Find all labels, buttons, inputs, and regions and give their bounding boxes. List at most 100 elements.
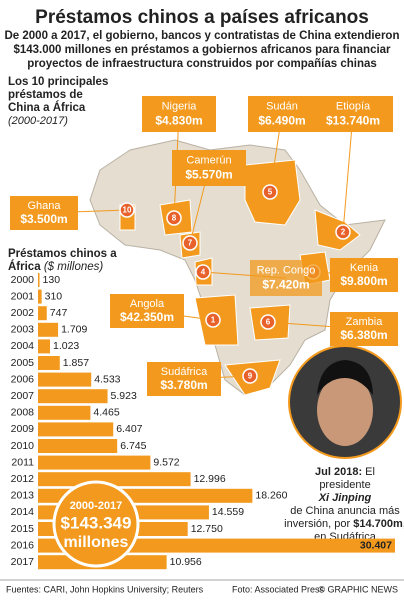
total-bubble (52, 480, 140, 568)
y-tick-label: 2010 (11, 440, 35, 452)
caption-date: Jul 2018: (315, 466, 362, 478)
title: Préstamos chinos a países africanos (35, 7, 369, 28)
bar (38, 422, 114, 437)
country-value: $4.830m (155, 113, 202, 127)
caption-text: , (403, 518, 404, 530)
country-value: $3.780m (160, 378, 207, 392)
y-tick-label: 2014 (11, 506, 35, 518)
country-name: Etiopía (336, 101, 371, 113)
rank-marker (166, 210, 182, 226)
photo-caption: Xi Jinping (318, 492, 372, 504)
value-label: 1.857 (63, 357, 89, 369)
bar (38, 273, 40, 287)
bar (38, 339, 51, 354)
value-label: 130 (43, 274, 61, 286)
value-label: 4.533 (94, 373, 120, 385)
y-tick-label: 2005 (11, 357, 35, 369)
country-name: Kenia (350, 262, 379, 274)
value-label: 310 (45, 290, 63, 302)
rank: 9 (248, 372, 253, 381)
bar (38, 372, 92, 387)
y-tick-label: 2012 (11, 473, 35, 485)
map-title: Los 10 principales (8, 76, 108, 88)
y-tick-label: 2009 (11, 423, 35, 435)
photo-hair (317, 360, 373, 395)
map-labels: Angola$42.350m 1 Etiopía$13.740m 2 Kenia$9.8… (10, 96, 398, 396)
country-name: Sudán (266, 101, 298, 113)
country-value: $6.380m (340, 328, 387, 342)
y-tick-label: 2011 (11, 456, 34, 468)
rank: 10 (123, 206, 132, 215)
rank: 5 (268, 188, 273, 197)
rank-marker (182, 235, 198, 251)
subtitle: De 2000 a 2017, el gobierno, bancos y co… (5, 30, 400, 42)
map-title: China a África (8, 101, 86, 114)
chart-unit: ($ millones) (44, 261, 104, 273)
rank-marker (335, 224, 351, 240)
footer-credit: © GRAPHIC NEWS (318, 584, 398, 594)
bar (38, 405, 91, 420)
footer-sources: Fuentes: CARI, John Hopkins University; … (6, 584, 204, 594)
label-box (110, 294, 184, 328)
caption-text: El (362, 466, 375, 478)
rank-marker (260, 314, 276, 330)
label-box (147, 362, 221, 396)
bar (38, 389, 108, 404)
value-label: 6.407 (116, 423, 142, 435)
value-label: 6.745 (120, 440, 146, 452)
chart-title: África (8, 260, 41, 273)
label-box (142, 96, 216, 132)
bar (38, 322, 59, 337)
bar (38, 356, 60, 370)
bar (38, 306, 47, 321)
country-name: Zambia (346, 316, 384, 328)
value-label: 12.750 (191, 523, 223, 535)
rank: 7 (188, 239, 193, 248)
label-box (330, 258, 398, 292)
y-tick-label: 2007 (11, 390, 35, 402)
label-box (10, 196, 78, 230)
value-label: 747 (50, 307, 68, 319)
total-period: 2000-2017 (70, 500, 123, 512)
country-value: $13.740m (326, 113, 380, 127)
y-tick-label: 2002 (11, 307, 35, 319)
bar-chart: 2000 130 2001 310 2002 747 2003 1.709 2004 1.023 2… (11, 273, 395, 570)
total-unit: millones (64, 534, 129, 551)
country-name: Angola (130, 298, 165, 310)
value-label: 1.709 (61, 324, 87, 336)
country-value: $3.500m (20, 212, 67, 226)
subtitle: proyectos de infraestructura construidos… (27, 58, 377, 70)
rank: 4 (201, 268, 206, 277)
photo-caption: Jul 2018: El (315, 466, 375, 478)
country-name: Camerún (186, 155, 231, 167)
bar (38, 472, 191, 487)
map-title: préstamos de (8, 89, 83, 101)
photo-caption: presidente (319, 479, 370, 491)
country-name: Ghana (27, 200, 61, 212)
y-tick-label: 2003 (11, 324, 35, 336)
value-label: 30.407 (360, 539, 392, 551)
label-box (250, 260, 322, 296)
rank: 2 (341, 228, 346, 237)
y-tick-label: 2001 (11, 290, 35, 302)
country-value: $6.490m (258, 113, 305, 127)
country-value: $42.350m (120, 310, 174, 324)
value-label: 9.572 (153, 456, 179, 468)
value-label: 5.923 (111, 390, 137, 402)
y-tick-label: 2006 (11, 373, 35, 385)
chart-title: Préstamos chinos a (8, 248, 117, 260)
value-label: 12.996 (194, 473, 226, 485)
footer-photo: Foto: Associated Press (232, 584, 325, 594)
photo-caption: de China anuncia más (290, 505, 400, 517)
rank: 1 (211, 316, 216, 325)
caption-text: inversión, por (284, 518, 353, 530)
y-tick-label: 2017 (11, 556, 35, 568)
caption-amount: $14.700m (353, 518, 403, 530)
chart-title: África ($ millones) (8, 260, 103, 273)
country-name: Rep. Congo (257, 265, 316, 277)
rank-marker (119, 202, 135, 218)
value-label: 1.023 (53, 340, 79, 352)
country-value: $5.570m (185, 167, 232, 181)
